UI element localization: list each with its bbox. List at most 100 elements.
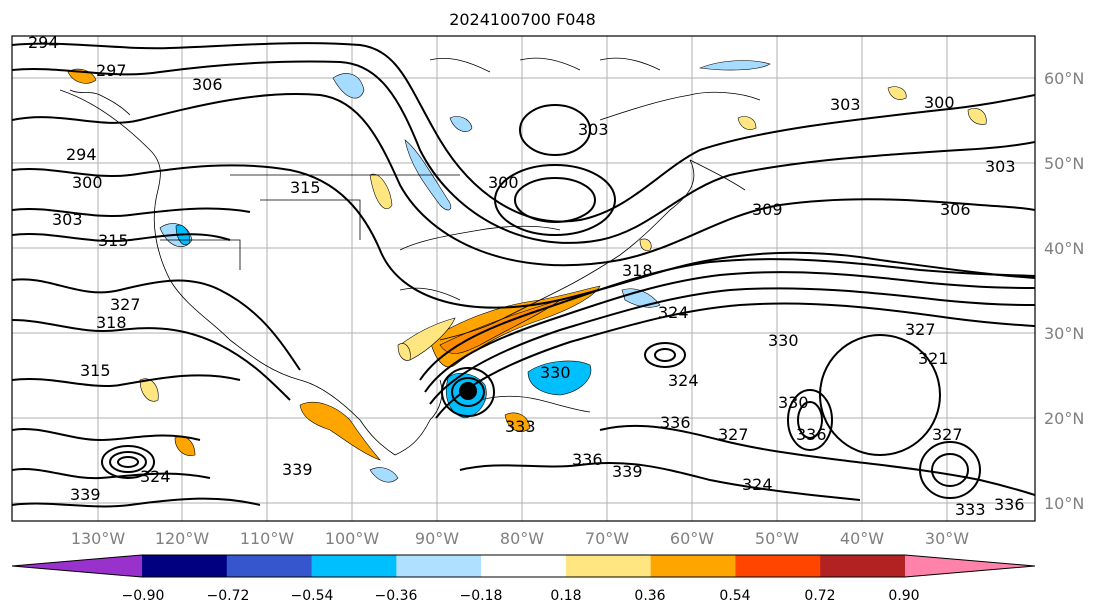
negative-labrador-blob bbox=[698, 60, 771, 71]
lon-label-110w: 110°W bbox=[240, 529, 295, 548]
colorbar-tick-label: −0.72 bbox=[207, 588, 250, 604]
contour-label: 303 bbox=[578, 120, 609, 139]
contour-label: 309 bbox=[752, 200, 783, 219]
lat-label-40n: 40°N bbox=[1044, 239, 1084, 258]
positive-band-edge bbox=[399, 317, 456, 361]
contour-label: 306 bbox=[192, 75, 223, 94]
contour-label: 303 bbox=[830, 95, 861, 114]
contour-label: 318 bbox=[96, 313, 127, 332]
contour-label: 303 bbox=[985, 157, 1016, 176]
colorbar-segment bbox=[481, 555, 567, 577]
longitude-labels: 130°W 120°W 110°W 100°W 90°W 80°W 70°W 6… bbox=[71, 529, 969, 548]
contour-label: 333 bbox=[955, 500, 986, 519]
positive-ne-blob-2 bbox=[967, 108, 987, 125]
contour-label: 318 bbox=[622, 261, 653, 280]
lat-label-10n: 10°N bbox=[1044, 494, 1084, 513]
contour-label-group: 294 297 306 300 294 303 315 315 318 327 … bbox=[28, 33, 1025, 519]
lon-label-60w: 60°W bbox=[670, 529, 714, 548]
contour-label: 336 bbox=[796, 425, 827, 444]
colorbar bbox=[11, 554, 1036, 578]
positive-plains-blob bbox=[369, 173, 393, 210]
positive-caribbean-blob bbox=[504, 412, 531, 432]
contour-label: 297 bbox=[96, 61, 127, 80]
colorbar-segment bbox=[735, 555, 821, 577]
colorbar-tick-labels: −0.90 −0.72 −0.54 −0.36 −0.18 0.18 0.36 … bbox=[122, 588, 920, 604]
colorbar-extend-low bbox=[12, 555, 142, 577]
colorbar-segment bbox=[565, 555, 652, 577]
lat-label-60n: 60°N bbox=[1044, 69, 1084, 88]
contour-label: 315 bbox=[80, 361, 111, 380]
map-title: 2024100700 F048 bbox=[449, 10, 596, 29]
contour-label: 327 bbox=[905, 320, 936, 339]
contour-label: 324 bbox=[658, 303, 689, 322]
positive-ne-blob-1 bbox=[737, 116, 757, 130]
lon-label-90w: 90°W bbox=[415, 529, 459, 548]
latitude-labels: 60°N 50°N 40°N 30°N 20°N 10°N bbox=[1044, 69, 1084, 513]
lon-label-40w: 40°W bbox=[840, 529, 884, 548]
colorbar-tick-label: 0.72 bbox=[804, 588, 835, 604]
contour-label: 327 bbox=[110, 295, 141, 314]
contour-label: 333 bbox=[505, 417, 536, 436]
colorbar-tick-label: −0.90 bbox=[122, 588, 165, 604]
contour-label: 339 bbox=[70, 485, 101, 504]
negative-gulf-blob bbox=[527, 360, 592, 396]
negative-hudson-blob bbox=[449, 116, 473, 132]
contour-label: 303 bbox=[52, 210, 83, 229]
coastlines bbox=[59, 57, 761, 456]
colorbar-segment bbox=[226, 555, 313, 577]
contour-label: 321 bbox=[918, 349, 949, 368]
positive-ne-blob-3 bbox=[887, 86, 907, 100]
colorbar-extend-high bbox=[905, 555, 1035, 577]
lon-label-30w: 30°W bbox=[925, 529, 969, 548]
contour-label: 324 bbox=[742, 475, 773, 494]
lat-label-50n: 50°N bbox=[1044, 154, 1084, 173]
contour-label: 306 bbox=[940, 200, 971, 219]
contour-label: 315 bbox=[290, 178, 321, 197]
contour-label: 324 bbox=[140, 467, 171, 486]
contour-label: 324 bbox=[668, 371, 699, 390]
lon-label-50w: 50°W bbox=[755, 529, 799, 548]
colorbar-segment bbox=[820, 555, 906, 577]
colorbar-tick-label: −0.54 bbox=[291, 588, 334, 604]
colorbar-tick-label: 0.18 bbox=[550, 588, 581, 604]
colorbar-tick-label: 0.90 bbox=[888, 588, 919, 604]
lon-label-130w: 130°W bbox=[71, 529, 126, 548]
lat-label-20n: 20°N bbox=[1044, 409, 1084, 428]
lon-label-70w: 70°W bbox=[585, 529, 629, 548]
contour-label: 336 bbox=[994, 495, 1025, 514]
colorbar-tick-label: −0.18 bbox=[460, 588, 503, 604]
contour-label: 294 bbox=[28, 33, 59, 52]
colorbar-segment bbox=[311, 555, 397, 577]
contour-label: 339 bbox=[612, 462, 643, 481]
lat-label-30n: 30°N bbox=[1044, 324, 1084, 343]
contour-label: 330 bbox=[778, 393, 809, 412]
contour-label: 336 bbox=[660, 413, 691, 432]
contour-label: 315 bbox=[98, 231, 129, 250]
contour-label: 300 bbox=[488, 173, 519, 192]
contour-label: 327 bbox=[932, 425, 963, 444]
colorbar-tick-label: 0.36 bbox=[634, 588, 665, 604]
contour-label: 294 bbox=[66, 145, 97, 164]
positive-pacific-blob-1 bbox=[299, 401, 381, 461]
positive-gulf-coast-blob bbox=[397, 343, 411, 361]
positive-mid-atlantic-blob bbox=[639, 238, 652, 251]
colorbar-segment bbox=[142, 555, 228, 577]
colorbar-segment bbox=[650, 555, 736, 577]
colorbar-tick-label: −0.36 bbox=[375, 588, 418, 604]
hurricane-center bbox=[459, 382, 477, 400]
contour-label: 300 bbox=[924, 93, 955, 112]
negative-north-blob bbox=[332, 73, 365, 99]
negative-gulf-mexico-blob bbox=[369, 467, 399, 483]
lon-label-100w: 100°W bbox=[325, 529, 380, 548]
graticule bbox=[12, 36, 1035, 521]
contour-label: 330 bbox=[540, 363, 571, 382]
lon-label-120w: 120°W bbox=[155, 529, 210, 548]
contour-label: 327 bbox=[718, 425, 749, 444]
height-contours bbox=[12, 42, 1035, 508]
contour-label: 339 bbox=[282, 460, 313, 479]
colorbar-outline bbox=[11, 554, 1036, 578]
contour-label: 330 bbox=[768, 331, 799, 350]
colorbar-segment bbox=[396, 555, 482, 577]
contour-label: 336 bbox=[572, 450, 603, 469]
colorbar-tick-label: 0.54 bbox=[719, 588, 750, 604]
